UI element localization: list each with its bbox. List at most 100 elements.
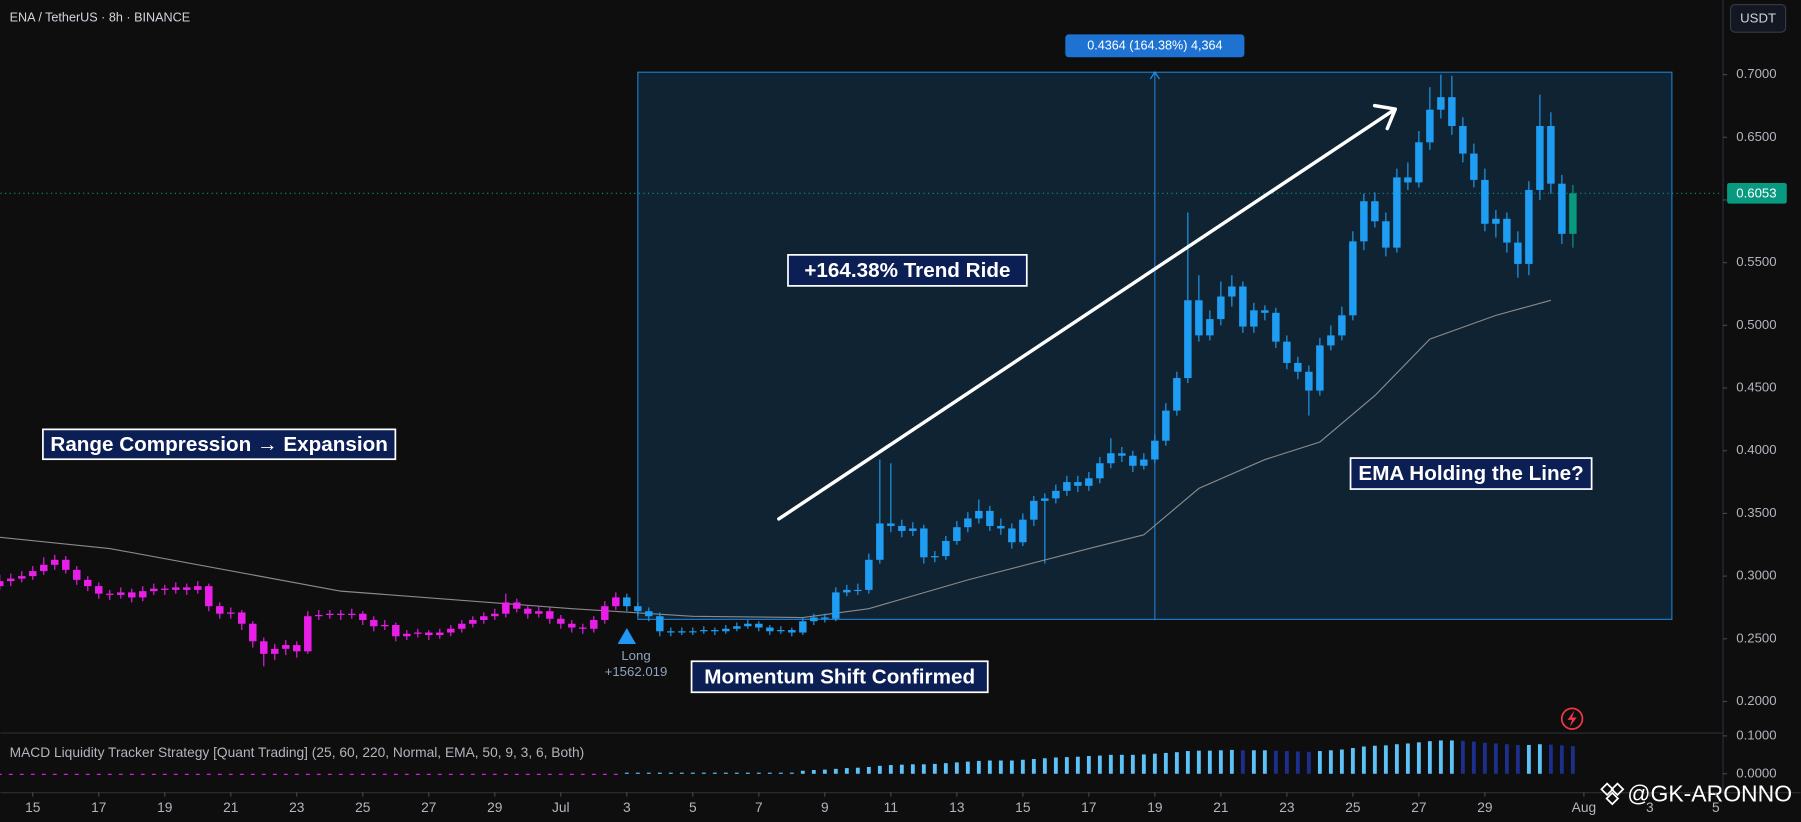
histogram-bar bbox=[547, 773, 552, 775]
watermark-logo bbox=[1600, 782, 1625, 806]
histogram-bar bbox=[1273, 750, 1278, 774]
histogram-bar bbox=[690, 772, 695, 774]
histogram-bar bbox=[536, 773, 541, 775]
histogram-bar bbox=[1229, 749, 1234, 774]
candle-body bbox=[1129, 455, 1137, 466]
alert-icon[interactable] bbox=[1560, 707, 1584, 730]
candle-body bbox=[898, 525, 906, 531]
candle-body bbox=[1349, 241, 1357, 316]
candle-body bbox=[1492, 218, 1500, 224]
candle-body bbox=[249, 623, 257, 642]
histogram-bar bbox=[41, 773, 46, 775]
histogram-bar bbox=[437, 773, 442, 775]
histogram-bar bbox=[965, 761, 970, 774]
position-range-arrow bbox=[1149, 71, 1160, 80]
histogram-bar bbox=[1372, 745, 1377, 774]
y-tick-label: 0.2000 bbox=[1736, 693, 1776, 708]
histogram-bar bbox=[1152, 753, 1157, 774]
candle-body bbox=[1481, 179, 1489, 224]
candle-body bbox=[1503, 218, 1511, 243]
histogram-bar bbox=[1526, 744, 1531, 774]
x-tick-label: 27 bbox=[1411, 800, 1426, 815]
candle-body bbox=[403, 633, 411, 637]
position-label-box bbox=[1065, 34, 1245, 58]
candle-body bbox=[1404, 177, 1412, 183]
candle-body bbox=[238, 612, 246, 624]
candle-body bbox=[1294, 362, 1302, 372]
candle-body bbox=[1261, 310, 1269, 313]
candle-body bbox=[744, 623, 752, 627]
histogram-bar bbox=[1240, 750, 1245, 774]
histogram-bar bbox=[0, 773, 2, 775]
candle-body bbox=[436, 632, 444, 636]
histogram-bar bbox=[1086, 755, 1091, 774]
x-tick-label: 29 bbox=[487, 800, 502, 815]
histogram-bar bbox=[1108, 754, 1113, 774]
histogram-bar bbox=[877, 765, 882, 774]
candle-body bbox=[194, 586, 202, 590]
histogram-bar bbox=[305, 773, 310, 775]
histogram-bar bbox=[646, 772, 651, 774]
candle-body bbox=[601, 606, 609, 620]
candle-body bbox=[150, 588, 158, 592]
candle-body bbox=[909, 528, 917, 531]
histogram-bar bbox=[613, 773, 618, 775]
candle-body bbox=[1140, 459, 1148, 466]
candle-body bbox=[964, 518, 972, 528]
candle-body bbox=[326, 613, 334, 615]
candle-body bbox=[722, 628, 730, 632]
histogram-bar bbox=[1009, 760, 1014, 774]
histogram-bar bbox=[173, 773, 178, 775]
candle-body bbox=[1030, 500, 1038, 520]
x-tick-label: 17 bbox=[1081, 800, 1096, 815]
candle-body bbox=[1426, 109, 1434, 143]
x-tick-label: 7 bbox=[755, 800, 763, 815]
histogram-bar bbox=[1042, 758, 1047, 774]
histogram-bar bbox=[415, 773, 420, 775]
x-tick-label: 21 bbox=[1213, 800, 1228, 815]
histogram-bar bbox=[591, 773, 596, 775]
histogram-bar bbox=[987, 760, 992, 774]
candle-body bbox=[755, 623, 763, 628]
x-tick-label: 23 bbox=[1279, 800, 1295, 815]
alert-icon-bolt bbox=[1567, 710, 1577, 727]
histogram-bar bbox=[404, 773, 409, 775]
candle-body bbox=[282, 645, 290, 649]
candle-body bbox=[1041, 498, 1049, 501]
histogram-bar bbox=[261, 773, 266, 775]
histogram-bar bbox=[1020, 759, 1025, 774]
x-tick-label: 25 bbox=[1345, 800, 1361, 815]
histogram-bar bbox=[767, 772, 772, 774]
candle-body bbox=[480, 616, 488, 620]
signal-marker bbox=[617, 627, 637, 645]
candle-body bbox=[1569, 193, 1577, 234]
candle-body bbox=[18, 576, 26, 579]
candle-body bbox=[1151, 440, 1159, 460]
x-tick-label: 9 bbox=[821, 800, 829, 815]
histogram-bar bbox=[1449, 740, 1454, 774]
histogram-bar bbox=[1141, 754, 1146, 774]
candle-body bbox=[1195, 300, 1203, 336]
histogram-bar bbox=[338, 773, 343, 775]
x-tick-label: 17 bbox=[91, 800, 106, 815]
candle-body bbox=[887, 523, 895, 526]
plot-area: 0.4364 (164.38%) 4,364 Long+1562.019 bbox=[0, 34, 1723, 775]
candle-body bbox=[513, 602, 521, 609]
candle-body bbox=[1107, 453, 1115, 464]
candle-body bbox=[799, 621, 807, 633]
currency-button[interactable] bbox=[1729, 4, 1787, 33]
candle-body bbox=[128, 592, 136, 598]
candle-body bbox=[733, 626, 741, 629]
candle-body bbox=[227, 612, 235, 614]
candle-body bbox=[1382, 221, 1390, 248]
currency-label[interactable]: USDT bbox=[1740, 10, 1776, 25]
histogram-bar bbox=[1317, 751, 1322, 774]
candle-body bbox=[700, 630, 708, 632]
candle-body bbox=[62, 559, 70, 570]
candle-body bbox=[931, 556, 939, 558]
histogram-bar bbox=[866, 766, 871, 774]
x-tick-label: 13 bbox=[949, 800, 965, 815]
candle-body bbox=[1470, 153, 1478, 180]
histogram-bar bbox=[1559, 745, 1564, 774]
